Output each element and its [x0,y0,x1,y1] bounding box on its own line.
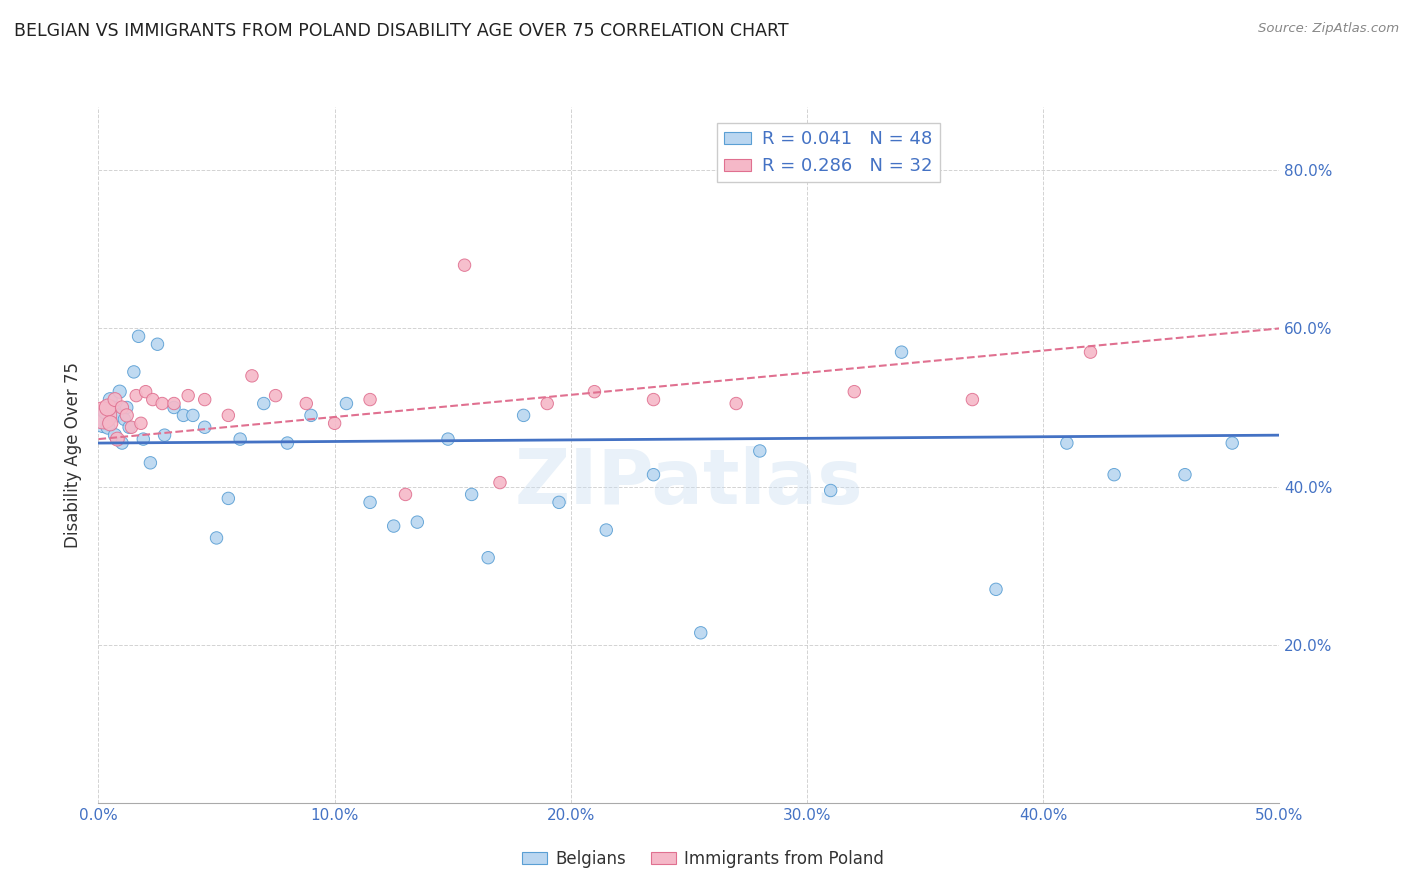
Point [135,384,157,399]
Point [115,409,138,423]
Point [359,495,381,509]
Point [163,396,186,410]
Point [97,401,120,415]
Point [91,417,114,431]
Point [489,475,512,490]
Point [477,550,499,565]
Point [163,401,186,415]
Point [153,428,176,442]
Y-axis label: Disability Age Over 75: Disability Age Over 75 [65,362,83,548]
Point [643,392,665,407]
Point [118,420,141,434]
Point [229,432,252,446]
Point [536,396,558,410]
Point [205,531,228,545]
Point [689,625,711,640]
Point [460,487,482,501]
Point [177,389,200,403]
Point [105,409,128,423]
Point [276,436,298,450]
Point [150,396,173,410]
Point [512,409,534,423]
Point [217,491,239,506]
Point [98,417,121,431]
Point [595,523,617,537]
Point [139,456,162,470]
Point [335,396,357,410]
Point [142,392,165,407]
Point [115,401,138,415]
Point [1220,436,1243,450]
Point [643,467,665,482]
Point [129,417,152,431]
Point [1102,467,1125,482]
Point [725,396,748,410]
Legend: R = 0.041   N = 48, R = 0.286   N = 32: R = 0.041 N = 48, R = 0.286 N = 32 [717,123,939,183]
Point [748,444,770,458]
Point [359,392,381,407]
Point [1056,436,1078,450]
Point [194,420,217,434]
Point [121,420,143,434]
Point [104,392,127,407]
Text: BELGIAN VS IMMIGRANTS FROM POLAND DISABILITY AGE OVER 75 CORRELATION CHART: BELGIAN VS IMMIGRANTS FROM POLAND DISABI… [14,22,789,40]
Point [548,495,571,509]
Point [98,392,121,407]
Point [984,582,1007,597]
Point [583,384,606,399]
Point [437,432,460,446]
Point [132,432,155,446]
Point [1080,345,1102,359]
Point [394,487,416,501]
Point [105,432,128,446]
Text: Source: ZipAtlas.com: Source: ZipAtlas.com [1258,22,1399,36]
Point [111,401,134,415]
Text: ZIPatlas: ZIPatlas [515,446,863,520]
Point [108,384,131,399]
Point [820,483,842,498]
Point [94,404,117,418]
Point [112,412,135,426]
Point [844,384,866,399]
Point [382,519,405,533]
Point [146,337,169,351]
Legend: Belgians, Immigrants from Poland: Belgians, Immigrants from Poland [515,844,891,875]
Point [97,420,120,434]
Point [406,515,429,529]
Point [253,396,276,410]
Point [91,409,114,423]
Point [890,345,912,359]
Point [453,258,475,272]
Point [962,392,984,407]
Point [128,329,150,343]
Point [264,389,287,403]
Point [240,368,263,383]
Point [181,409,204,423]
Point [172,409,194,423]
Point [1174,467,1197,482]
Point [101,401,124,415]
Point [111,436,134,450]
Point [295,396,318,410]
Point [299,409,322,423]
Point [194,392,217,407]
Point [217,409,239,423]
Point [122,365,145,379]
Point [104,428,127,442]
Point [323,417,346,431]
Point [125,389,148,403]
